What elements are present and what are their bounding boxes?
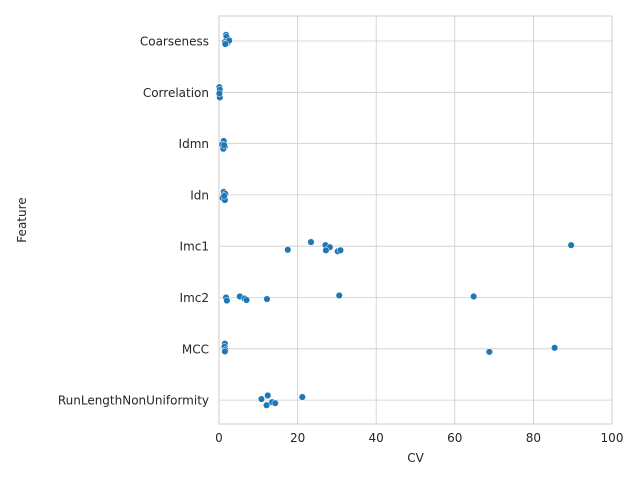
data-point xyxy=(567,241,575,249)
x-tick-label: 60 xyxy=(447,431,462,445)
data-point xyxy=(242,296,251,304)
y-axis-label: Feature xyxy=(15,197,29,242)
plot-frame xyxy=(218,15,613,425)
data-point xyxy=(221,347,229,355)
y-tick-label: RunLengthNonUniformity xyxy=(58,394,209,408)
data-point xyxy=(220,192,228,200)
data-point xyxy=(336,246,344,254)
data-point xyxy=(271,399,279,407)
grid-lines xyxy=(218,16,613,424)
data-point xyxy=(298,393,306,401)
data-point xyxy=(322,246,330,254)
y-tick-label: MCC xyxy=(182,342,209,356)
y-axis-ticks: Coarseness Correlation Idmn Idn Imc1 Imc2 MCC R… xyxy=(58,35,209,408)
x-tick-label: 40 xyxy=(369,431,384,445)
data-point xyxy=(551,344,559,352)
data-point xyxy=(307,238,315,246)
data-points xyxy=(215,31,575,409)
x-tick-label: 20 xyxy=(290,431,305,445)
x-tick-label: 0 xyxy=(215,431,223,445)
data-point xyxy=(223,297,231,305)
data-point xyxy=(470,292,478,301)
data-point xyxy=(257,395,265,403)
y-tick-label: Idmn xyxy=(179,137,209,151)
data-point xyxy=(221,40,229,48)
data-point xyxy=(263,295,271,303)
y-tick-label: Correlation xyxy=(143,86,209,100)
y-tick-label: Coarseness xyxy=(140,35,209,49)
x-axis-ticks: 0 20 40 60 80 100 xyxy=(215,431,623,445)
data-point xyxy=(485,348,493,356)
y-tick-label: Idn xyxy=(190,188,209,202)
data-point xyxy=(220,141,228,149)
data-point xyxy=(284,246,292,254)
y-tick-label: Imc2 xyxy=(180,291,209,305)
y-tick-label: Imc1 xyxy=(180,240,209,254)
x-tick-label: 100 xyxy=(601,431,624,445)
x-axis-label: CV xyxy=(407,451,424,465)
x-tick-label: 80 xyxy=(526,431,541,445)
data-point xyxy=(335,291,343,299)
data-point xyxy=(263,401,271,409)
data-point xyxy=(215,89,223,97)
data-point xyxy=(264,391,272,400)
